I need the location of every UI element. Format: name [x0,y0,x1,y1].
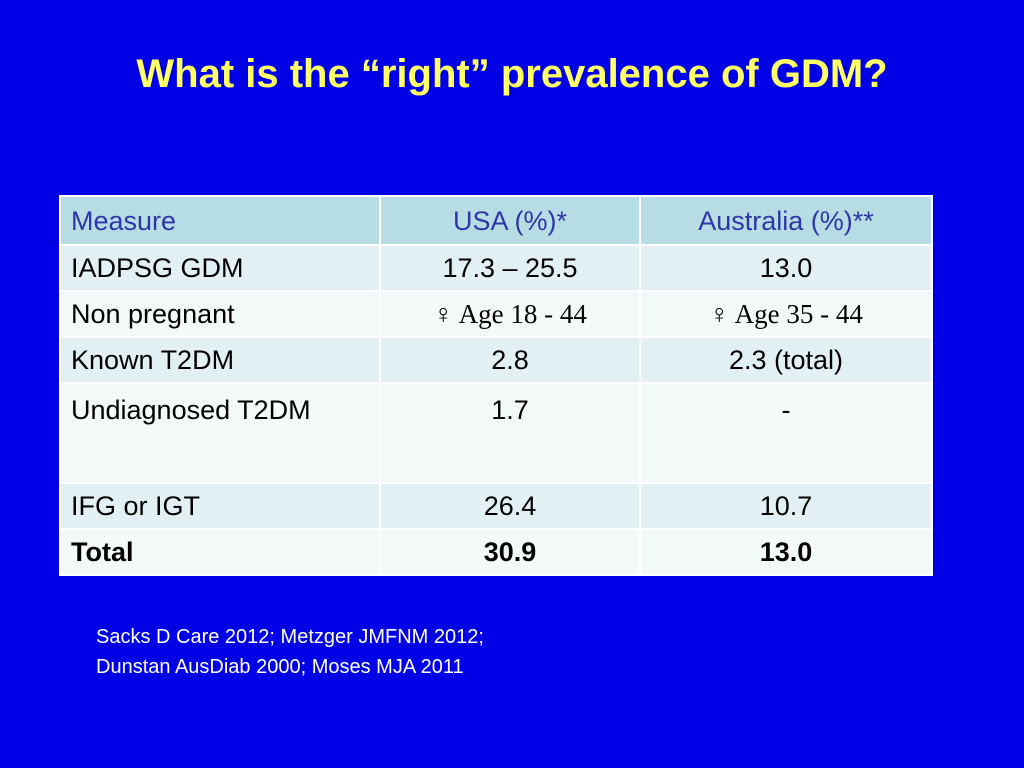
table-row: IFG or IGT 26.4 10.7 [59,482,933,530]
reference-line: Sacks D Care 2012; Metzger JMFNM 2012; [96,626,484,648]
header-measure: Measure [59,195,381,246]
usa-value: 30.9 [379,528,641,576]
australia-value: ♀ Age 35 - 44 [639,290,933,338]
row-label: Known T2DM [59,336,381,384]
prevalence-table: Measure USA (%)* Australia (%)** IADPSG … [59,195,933,576]
row-label: IADPSG GDM [59,244,381,292]
usa-value: 1.7 [379,382,641,484]
table-row: Non pregnant ♀ Age 18 - 44 ♀ Age 35 - 44 [59,290,933,338]
table-row: IADPSG GDM 17.3 – 25.5 13.0 [59,244,933,292]
table-header-row: Measure USA (%)* Australia (%)** [59,195,933,246]
australia-value: 13.0 [639,244,933,292]
australia-value: 2.3 (total) [639,336,933,384]
australia-value: 13.0 [639,528,933,576]
usa-value: 26.4 [379,482,641,530]
table-row-total: Total 30.9 13.0 [59,528,933,576]
slide-title: What is the “right” prevalence of GDM? [136,52,888,96]
table-row: Undiagnosed T2DM 1.7 - [59,382,933,484]
header-australia: Australia (%)** [639,195,933,246]
usa-value: ♀ Age 18 - 44 [379,290,641,338]
australia-value: - [639,382,933,484]
header-usa: USA (%)* [379,195,641,246]
reference-line: Dunstan AusDiab 2000; Moses MJA 2011 [96,656,464,678]
table-row: Known T2DM 2.8 2.3 (total) [59,336,933,384]
references: Sacks D Care 2012; Metzger JMFNM 2012; D… [96,622,484,682]
australia-value: 10.7 [639,482,933,530]
usa-value: 17.3 – 25.5 [379,244,641,292]
usa-value: 2.8 [379,336,641,384]
row-label: IFG or IGT [59,482,381,530]
row-label: Total [59,528,381,576]
row-label: Non pregnant [59,290,381,338]
row-label: Undiagnosed T2DM [59,382,381,484]
